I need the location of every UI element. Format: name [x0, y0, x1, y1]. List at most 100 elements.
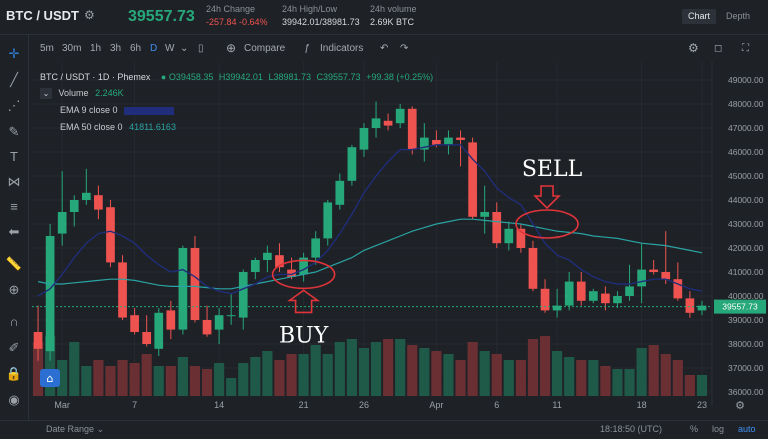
- volume-bar: [238, 363, 249, 396]
- volume-bar: [153, 366, 164, 396]
- volume-bar: [165, 366, 176, 396]
- candle-body: [552, 305, 562, 311]
- volume-bar: [503, 360, 514, 396]
- candle-body: [69, 200, 79, 212]
- pattern-icon[interactable]: ⋈: [7, 174, 21, 189]
- footer-bar: Date Range ⌄ 18:18:50 (UTC) % log auto: [0, 420, 768, 439]
- zoom-in-icon[interactable]: ⊕: [8, 282, 20, 297]
- ema9-line: [37, 144, 703, 297]
- date-range-button[interactable]: Date Range ⌄: [46, 424, 104, 435]
- chevron-down-icon: ⌄: [96, 424, 105, 434]
- candle-body: [540, 288, 550, 311]
- legend-change: +99.38 (+0.25%): [366, 72, 434, 82]
- fullscreen-icon[interactable]: ⛶: [742, 43, 749, 54]
- candle-body: [492, 212, 502, 244]
- auto-toggle[interactable]: auto: [738, 424, 756, 434]
- eye-icon[interactable]: ◉: [8, 392, 20, 407]
- candle-body: [456, 137, 465, 140]
- interval-30m[interactable]: 30m: [62, 43, 82, 54]
- brush-icon[interactable]: ✎: [8, 124, 20, 139]
- volume-bar: [117, 360, 128, 396]
- candle-body: [383, 120, 393, 126]
- crosshair-icon[interactable]: ✛: [8, 46, 20, 61]
- candle-body: [528, 248, 538, 289]
- buy-ellipse: [271, 259, 336, 290]
- arrow-left-icon[interactable]: ⬅: [8, 224, 20, 239]
- ema50-line: [37, 218, 703, 290]
- candle-body: [190, 248, 200, 320]
- trendline-icon[interactable]: ╱: [10, 72, 18, 87]
- settings-gear-icon[interactable]: ⚙: [688, 41, 699, 55]
- fx-icon[interactable]: ƒ: [304, 43, 310, 54]
- compare-button[interactable]: Compare: [244, 43, 286, 54]
- axis-settings-icon: ⚙: [735, 399, 745, 412]
- candle-type-icon[interactable]: ▯: [198, 43, 204, 54]
- y-tick-label: 40000.00: [728, 291, 764, 301]
- volume-bar: [274, 360, 285, 396]
- current-price-box: [714, 299, 766, 314]
- candle-body: [142, 332, 152, 344]
- volume-bar: [358, 348, 370, 396]
- candle-body: [504, 228, 514, 244]
- indicators-button[interactable]: Indicators: [320, 43, 364, 54]
- camera-icon[interactable]: ◻: [714, 43, 723, 54]
- volume-bars: [32, 336, 708, 396]
- y-tick-label: 42000.00: [728, 243, 764, 253]
- candle-body: [480, 212, 490, 217]
- log-toggle[interactable]: log: [712, 424, 725, 434]
- sell-arrow: [533, 185, 561, 210]
- volume-bar: [576, 360, 587, 396]
- y-tick-label: 49000.00: [728, 75, 764, 85]
- magnet-icon[interactable]: ∩: [9, 314, 19, 329]
- candle-body: [516, 228, 526, 248]
- prediction-icon[interactable]: ≡: [10, 199, 18, 214]
- chart-axes: 49000.00 48000.00 47000.00 46000.00 45000.00…: [32, 62, 768, 412]
- plus-circle-icon[interactable]: ⊕: [226, 41, 237, 55]
- undo-icon[interactable]: ↶: [380, 43, 389, 54]
- fib-tool-icon[interactable]: ⋰: [7, 98, 21, 113]
- chevron-down-icon[interactable]: ⌄: [180, 43, 189, 54]
- volume-bar: [539, 336, 551, 396]
- volume-bar: [57, 360, 68, 396]
- stat-24h-volume: 24h volume 2.69K BTC: [370, 4, 417, 27]
- pencil-lock-icon[interactable]: ✐: [8, 340, 20, 355]
- last-price: 39557.73: [128, 8, 195, 25]
- redo-icon[interactable]: ↷: [400, 43, 409, 54]
- candle-body: [432, 140, 441, 145]
- candle-body: [419, 137, 429, 150]
- interval-1h[interactable]: 1h: [90, 43, 102, 54]
- symbol-title[interactable]: BTC / USDT: [6, 8, 79, 23]
- y-tick-label: 39000.00: [728, 315, 764, 325]
- interval-w[interactable]: W: [165, 43, 175, 54]
- symbol-settings-icon[interactable]: ⚙: [84, 8, 95, 22]
- x-tick-label: 7: [132, 400, 137, 410]
- candle-body: [130, 315, 139, 332]
- sell-ellipse: [515, 209, 579, 239]
- interval-d[interactable]: D: [150, 43, 158, 54]
- legend-ema50-value: 41811.6163: [129, 122, 176, 132]
- stat-24h-highlow: 24h High/Low 39942.01/38981.73: [282, 4, 360, 27]
- percent-toggle[interactable]: %: [690, 424, 699, 434]
- y-tick-label: 47000.00: [728, 123, 764, 133]
- lock-icon[interactable]: 🔒: [5, 366, 23, 381]
- volume-bar: [648, 345, 659, 396]
- candle-body: [576, 281, 586, 301]
- legend-volume-label: Volume: [58, 88, 89, 98]
- collapse-chevron-icon[interactable]: ⌄: [40, 88, 52, 99]
- candle-body: [697, 305, 707, 311]
- volume-bar: [383, 339, 394, 396]
- chart-annotations: BUY SELL ⌂: [40, 157, 583, 387]
- tab-depth[interactable]: Depth: [726, 11, 751, 21]
- tab-chart[interactable]: Chart: [682, 9, 717, 24]
- ruler-icon[interactable]: 📏: [5, 256, 23, 271]
- interval-3h[interactable]: 3h: [110, 43, 122, 54]
- x-tick-label: Mar: [54, 400, 70, 410]
- volume-bar: [310, 345, 321, 396]
- text-tool-icon[interactable]: T: [10, 149, 18, 164]
- volume-bar: [636, 348, 647, 396]
- interval-6h[interactable]: 6h: [130, 43, 142, 54]
- candle-body: [347, 147, 357, 181]
- interval-5m[interactable]: 5m: [40, 43, 54, 54]
- candle-body: [45, 236, 55, 352]
